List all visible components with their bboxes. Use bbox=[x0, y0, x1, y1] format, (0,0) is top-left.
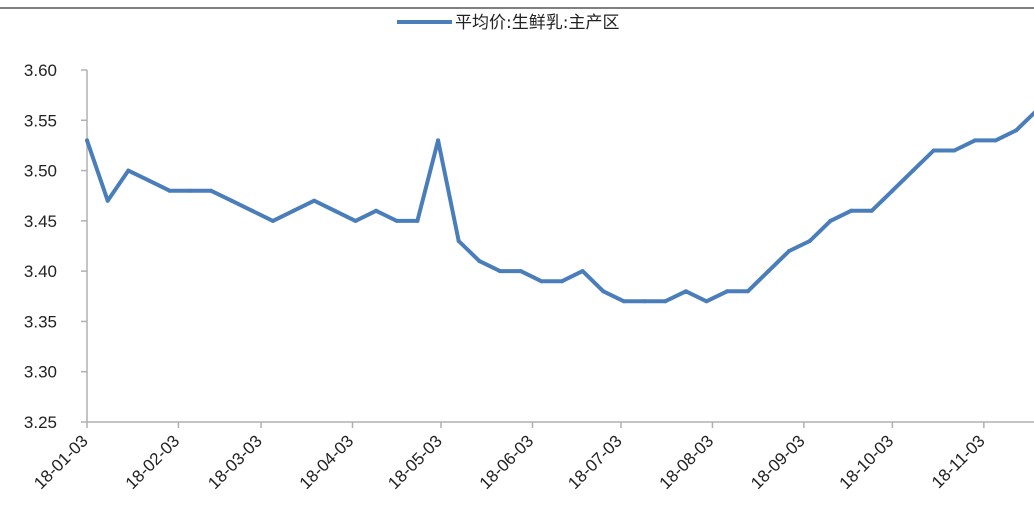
x-tick-label: 18-08-03 bbox=[656, 431, 718, 493]
data-point bbox=[973, 138, 977, 143]
data-point bbox=[126, 168, 131, 173]
data-point bbox=[353, 218, 358, 223]
data-point bbox=[1014, 128, 1019, 133]
y-tick-label: 3.40 bbox=[24, 262, 57, 281]
data-point bbox=[580, 269, 585, 274]
data-point bbox=[374, 208, 379, 213]
data-point bbox=[621, 299, 626, 304]
data-point bbox=[601, 289, 606, 294]
data-point bbox=[869, 208, 874, 213]
legend: 平均价:生鲜乳:主产区 bbox=[397, 13, 619, 33]
data-point bbox=[539, 279, 544, 284]
data-point bbox=[518, 269, 523, 274]
data-point bbox=[993, 138, 998, 143]
data-point bbox=[229, 198, 234, 203]
data-point bbox=[931, 148, 936, 153]
y-tick-label: 3.50 bbox=[24, 162, 57, 181]
data-point bbox=[147, 178, 151, 183]
data-point bbox=[415, 218, 420, 223]
data-point bbox=[560, 279, 564, 284]
x-tick-label: 18-09-03 bbox=[747, 431, 809, 493]
x-tick-label: 18-04-03 bbox=[296, 431, 358, 493]
x-tick-label: 18-07-03 bbox=[564, 431, 626, 493]
data-point bbox=[291, 208, 296, 213]
data-point bbox=[911, 168, 915, 173]
data-point bbox=[952, 148, 957, 153]
x-axis-ticks: 18-01-03 18-02-03 18-03-03 18-04-03 18-05-03… bbox=[30, 422, 989, 493]
x-tick-label: 18-06-03 bbox=[476, 431, 538, 493]
data-point bbox=[890, 188, 895, 193]
data-point bbox=[270, 218, 275, 223]
x-tick-label: 18-03-03 bbox=[204, 431, 266, 493]
data-point bbox=[828, 218, 833, 223]
y-tick-label: 3.45 bbox=[24, 212, 57, 231]
data-point bbox=[456, 239, 461, 243]
data-point bbox=[642, 299, 647, 304]
data-point bbox=[498, 269, 502, 274]
series-layer bbox=[85, 110, 1034, 304]
data-point bbox=[704, 299, 709, 304]
data-point bbox=[208, 188, 213, 193]
y-tick-label: 3.30 bbox=[24, 363, 57, 382]
x-tick-label: 18-11-03 bbox=[928, 431, 989, 492]
data-point bbox=[766, 269, 771, 274]
data-point bbox=[85, 138, 89, 143]
data-point bbox=[188, 188, 193, 193]
data-point bbox=[477, 259, 482, 264]
y-tick-label: 3.60 bbox=[24, 61, 57, 80]
y-tick-label: 3.35 bbox=[24, 312, 57, 331]
x-tick-label: 18-10-03 bbox=[836, 431, 898, 493]
data-point bbox=[332, 208, 337, 213]
data-point bbox=[436, 138, 441, 143]
data-point bbox=[167, 188, 172, 193]
data-point bbox=[394, 218, 399, 223]
data-point bbox=[683, 289, 688, 294]
data-point bbox=[250, 208, 255, 213]
data-point bbox=[745, 289, 750, 294]
data-point bbox=[807, 239, 812, 243]
data-point bbox=[725, 289, 730, 294]
data-point bbox=[849, 208, 854, 213]
data-point bbox=[787, 249, 792, 253]
y-tick-label: 3.55 bbox=[24, 111, 57, 130]
legend-label: 平均价:生鲜乳:主产区 bbox=[455, 13, 619, 33]
x-tick-label: 18-01-03 bbox=[30, 431, 92, 493]
series-line-0 bbox=[85, 110, 1034, 304]
data-point bbox=[105, 198, 110, 203]
x-tick-label: 18-05-03 bbox=[384, 431, 446, 493]
x-tick-label: 18-02-03 bbox=[122, 431, 184, 493]
data-point bbox=[663, 299, 668, 304]
y-axis-ticks: 3.25 3.30 3.35 3.40 3.45 3.50 3.55 3.60 bbox=[24, 61, 87, 432]
y-tick-label: 3.25 bbox=[24, 413, 57, 432]
data-point bbox=[312, 198, 317, 203]
